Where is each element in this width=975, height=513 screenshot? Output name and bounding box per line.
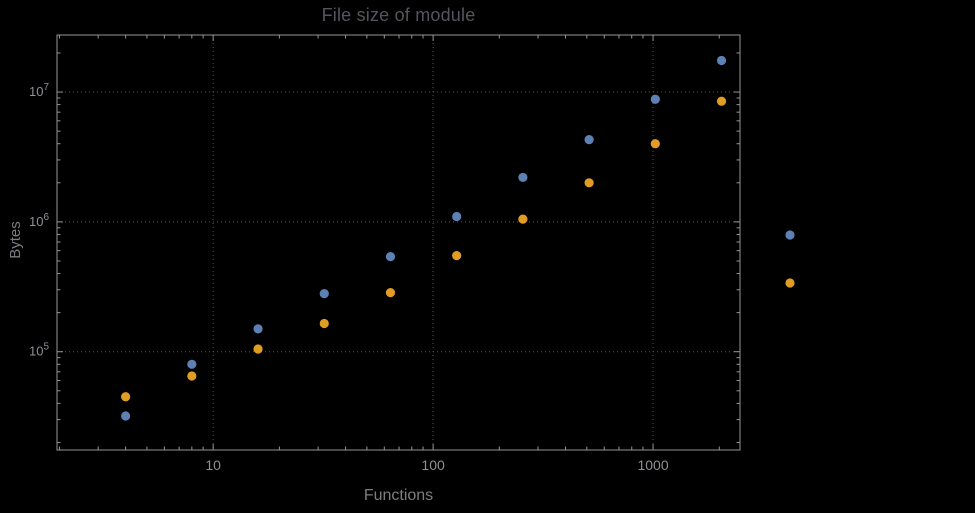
data-point-series-1-blue (319, 289, 329, 299)
data-point-series-1-blue (253, 324, 263, 334)
y-tick-exponent: 5 (43, 342, 49, 353)
data-point-series-2-orange (385, 288, 396, 298)
chart-title: File size of module (321, 5, 476, 25)
y-tick-label: 107 (29, 82, 49, 99)
data-point-series-2-orange (584, 178, 594, 188)
data-point-series-1-blue (650, 94, 660, 104)
y-axis-label: Bytes (7, 221, 24, 259)
data-point-series-1-blue (385, 252, 396, 262)
data-point-series-1-blue (584, 135, 594, 145)
plot-frame (56, 34, 741, 451)
x-tick-label: 10 (205, 457, 221, 473)
y-tick-label: 106 (29, 212, 49, 229)
data-point-series-2-orange (452, 250, 462, 261)
y-tick-mantissa: 10 (29, 344, 43, 359)
data-point-series-2-orange (319, 318, 329, 329)
data-point-series-1-blue (518, 172, 528, 183)
data-point-series-2-orange (121, 392, 131, 402)
y-tick-exponent: 6 (43, 212, 49, 223)
legend-marker-series-1-blue (785, 230, 795, 240)
y-tick-mantissa: 10 (29, 84, 43, 99)
data-point-series-1-blue (187, 359, 197, 369)
x-axis-label: Functions (363, 487, 434, 504)
data-point-series-2-orange (650, 139, 660, 149)
legend-marker-series-2-orange (785, 278, 795, 288)
y-tick-label: 105 (29, 342, 49, 359)
x-tick-label: 100 (421, 457, 445, 473)
data-point-series-2-orange (253, 344, 263, 354)
data-point-series-1-blue (452, 211, 462, 222)
data-point-series-2-orange (187, 371, 197, 381)
data-point-series-2-orange (716, 96, 727, 106)
data-point-series-2-orange (518, 214, 528, 224)
x-tick-label: 1000 (637, 457, 668, 473)
data-point-series-1-blue (716, 55, 727, 66)
y-tick-mantissa: 10 (29, 214, 43, 229)
y-tick-exponent: 7 (43, 82, 49, 93)
data-point-series-1-blue (121, 411, 131, 421)
